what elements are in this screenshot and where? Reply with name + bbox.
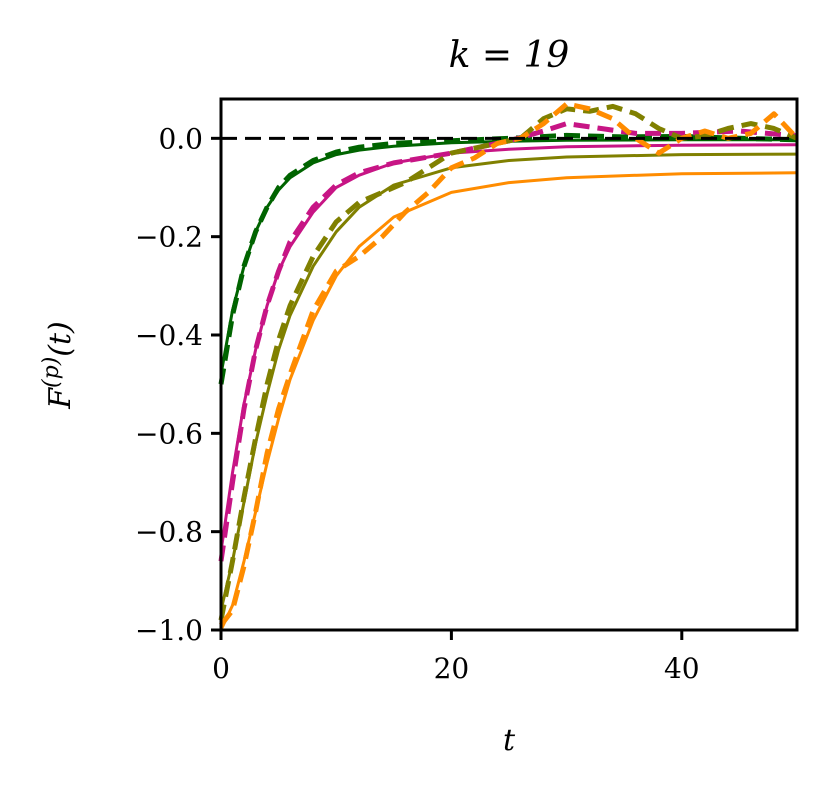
series-layer bbox=[218, 101, 799, 631]
y-tick-label: 0.0 bbox=[158, 122, 203, 155]
plot-frame bbox=[219, 97, 799, 632]
series-line-3-solid bbox=[219, 143, 798, 552]
series-line-4-dashed bbox=[218, 121, 798, 562]
axis-layer: 0 20 40 0.0 −0.2 −0.4 −0.6 −0.8 −1.0 bbox=[135, 122, 700, 685]
y-axis-label-group: F(p)(t) bbox=[39, 321, 78, 410]
y-tick-label: −1.0 bbox=[135, 614, 203, 647]
y-axis-label: F(p)(t) bbox=[39, 321, 78, 410]
x-axis-label: t bbox=[503, 723, 516, 758]
y-tick-label: −0.6 bbox=[135, 417, 203, 450]
series-line-7-solid bbox=[219, 171, 798, 631]
x-tick-label: 0 bbox=[212, 652, 230, 685]
x-tick-label: 20 bbox=[434, 652, 470, 685]
y-tick-label: −0.8 bbox=[135, 516, 203, 549]
series-line-2-dashed bbox=[218, 132, 798, 385]
chart-title: k = 19 bbox=[449, 35, 570, 76]
series-line-6-dashed bbox=[218, 103, 798, 621]
series-line-8-dashed bbox=[219, 101, 799, 627]
x-tick-label: 40 bbox=[664, 652, 700, 685]
y-tick-label: −0.2 bbox=[135, 221, 203, 254]
series-line-1-solid bbox=[219, 138, 797, 375]
y-tick-label: −0.4 bbox=[135, 319, 203, 352]
